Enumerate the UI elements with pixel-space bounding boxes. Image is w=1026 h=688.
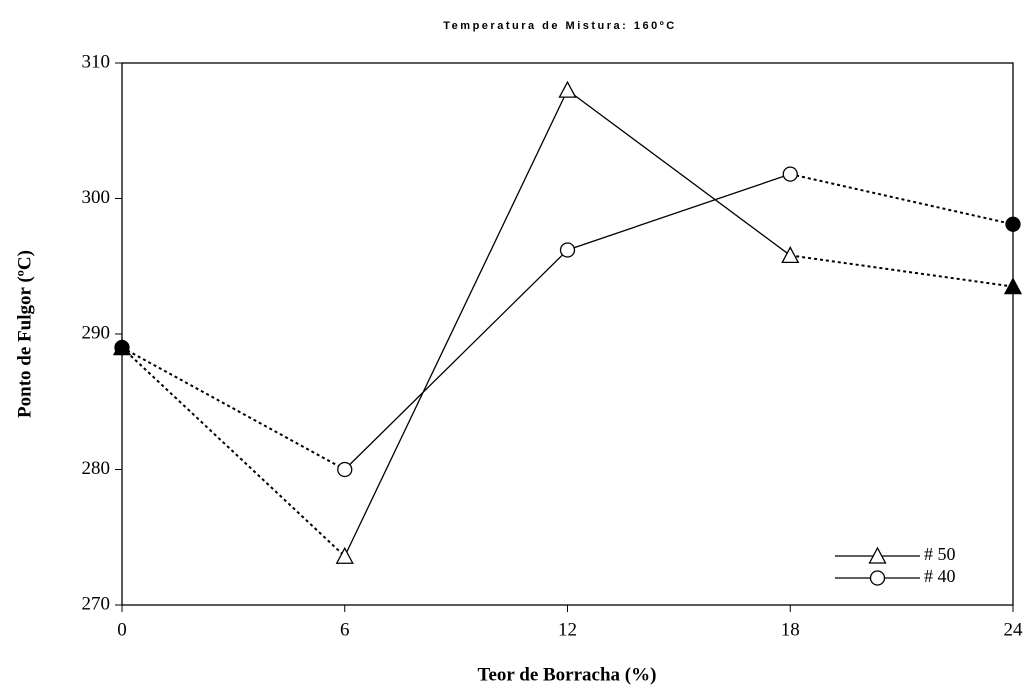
point: [558, 80, 577, 98]
point: [335, 546, 354, 564]
point: [782, 166, 798, 182]
y-tick-label: 310: [82, 51, 111, 72]
point: [1005, 216, 1021, 232]
legend-label: # 40: [924, 566, 956, 586]
legend-marker: [869, 570, 886, 586]
point: [559, 242, 576, 258]
y-tick-label: 280: [82, 458, 111, 479]
x-tick-label: 6: [340, 619, 350, 640]
point: [337, 461, 353, 478]
point: [1003, 277, 1023, 295]
y-axis-label: Ponto de Fulgor (ºC): [14, 250, 35, 418]
legend-marker: [868, 546, 887, 564]
x-axis-label: Teor de Borracha (%): [478, 664, 657, 685]
plot-frame: [121, 62, 1014, 606]
x-tick-label: 12: [558, 619, 577, 640]
y-tick-label: 300: [82, 187, 111, 208]
line: [121, 346, 346, 557]
line: [790, 254, 1014, 288]
y-tick-label: 290: [82, 322, 111, 343]
x-tick-label: 18: [781, 619, 800, 640]
line: [344, 173, 791, 470]
x-tick-label: 24: [1004, 619, 1024, 640]
point: [781, 246, 800, 264]
point: [114, 339, 130, 356]
legend-label: # 50: [924, 544, 956, 564]
line: [121, 346, 346, 471]
x-tick-label: 0: [117, 619, 127, 640]
line: [344, 89, 791, 557]
y-tick-label: 270: [82, 593, 111, 614]
chart-title: Temperatura de Mistura: 160ºC: [443, 20, 676, 32]
line: [790, 173, 1014, 226]
